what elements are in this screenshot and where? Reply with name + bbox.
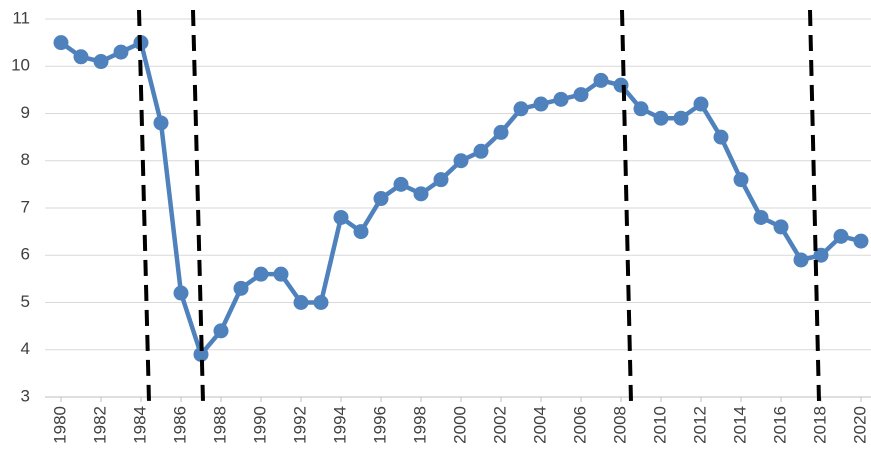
x-tick-label: 2018 <box>810 406 829 444</box>
x-tick-label: 2000 <box>450 406 469 444</box>
point <box>333 209 349 225</box>
point <box>73 49 89 65</box>
x-tick-label: 1990 <box>250 406 269 444</box>
point <box>753 209 769 225</box>
dashed-line <box>620 9 633 403</box>
line <box>59 40 862 357</box>
point <box>473 143 489 159</box>
point <box>613 77 629 93</box>
point <box>253 266 269 282</box>
point <box>433 172 449 188</box>
y-tick-label: 9 <box>21 103 30 122</box>
y-tick-label: 7 <box>21 197 30 216</box>
x-tick-label: 1996 <box>370 406 389 444</box>
point <box>513 101 529 117</box>
point <box>653 110 669 126</box>
x-tick-label: 2008 <box>610 406 629 444</box>
x-tick-label: 1992 <box>290 406 309 444</box>
point <box>273 266 289 282</box>
point <box>733 172 749 188</box>
y-tick-label: 10 <box>11 56 30 75</box>
point <box>233 280 249 296</box>
point <box>833 228 849 244</box>
point <box>813 247 829 263</box>
x-tick-label: 1994 <box>330 406 349 444</box>
point <box>293 295 309 310</box>
point <box>393 176 409 192</box>
x-tick-label: 2002 <box>490 406 509 444</box>
point <box>373 191 389 207</box>
point <box>553 91 569 107</box>
x-tick-label: 1998 <box>410 406 429 444</box>
dashed-line <box>808 9 821 403</box>
x-tick-label: 2004 <box>530 406 549 444</box>
y-tick-label: 11 <box>12 8 30 27</box>
dashed-line <box>137 9 151 403</box>
point <box>693 96 709 112</box>
point <box>713 129 729 145</box>
x-tick-label: 2006 <box>570 406 589 444</box>
point <box>493 124 509 140</box>
point <box>113 44 129 60</box>
dashed-line <box>191 9 205 403</box>
point <box>353 224 369 240</box>
y-tick-label: 8 <box>21 150 30 169</box>
point <box>173 285 189 301</box>
point <box>413 186 429 202</box>
x-tick-label: 2010 <box>650 406 669 444</box>
annotations <box>137 9 821 403</box>
point <box>213 323 229 339</box>
point <box>53 35 69 51</box>
plot <box>53 35 869 362</box>
point <box>593 72 609 88</box>
point <box>453 153 469 169</box>
x-tick-label: 2012 <box>690 406 709 444</box>
x-tick-label: 1984 <box>130 406 149 444</box>
point <box>93 54 109 70</box>
x-tick-label: 2020 <box>850 406 869 444</box>
point <box>773 219 789 235</box>
x-tick-label: 1988 <box>210 406 229 444</box>
point <box>633 101 649 117</box>
x-tick-label: 2016 <box>770 406 789 444</box>
point <box>193 346 209 362</box>
x-tick-label: 1986 <box>170 406 189 444</box>
point <box>153 115 169 131</box>
point <box>533 96 549 112</box>
point <box>673 110 689 126</box>
x-tick-label: 1982 <box>90 406 109 444</box>
grid: 3 4 5 6 7 8 9 10 11 1980 1982 1984 1986 1988 1990 1992 1… <box>11 8 871 444</box>
y-tick-label: 6 <box>21 245 30 264</box>
point <box>793 252 809 268</box>
y-tick-label: 3 <box>21 386 30 405</box>
point <box>573 87 589 103</box>
y-tick-label: 5 <box>21 292 30 311</box>
point <box>313 295 329 310</box>
point <box>853 233 869 249</box>
x-tick-label: 2014 <box>730 406 749 444</box>
y-tick-label: 4 <box>21 339 30 358</box>
x-tick-label: 1980 <box>50 406 69 444</box>
